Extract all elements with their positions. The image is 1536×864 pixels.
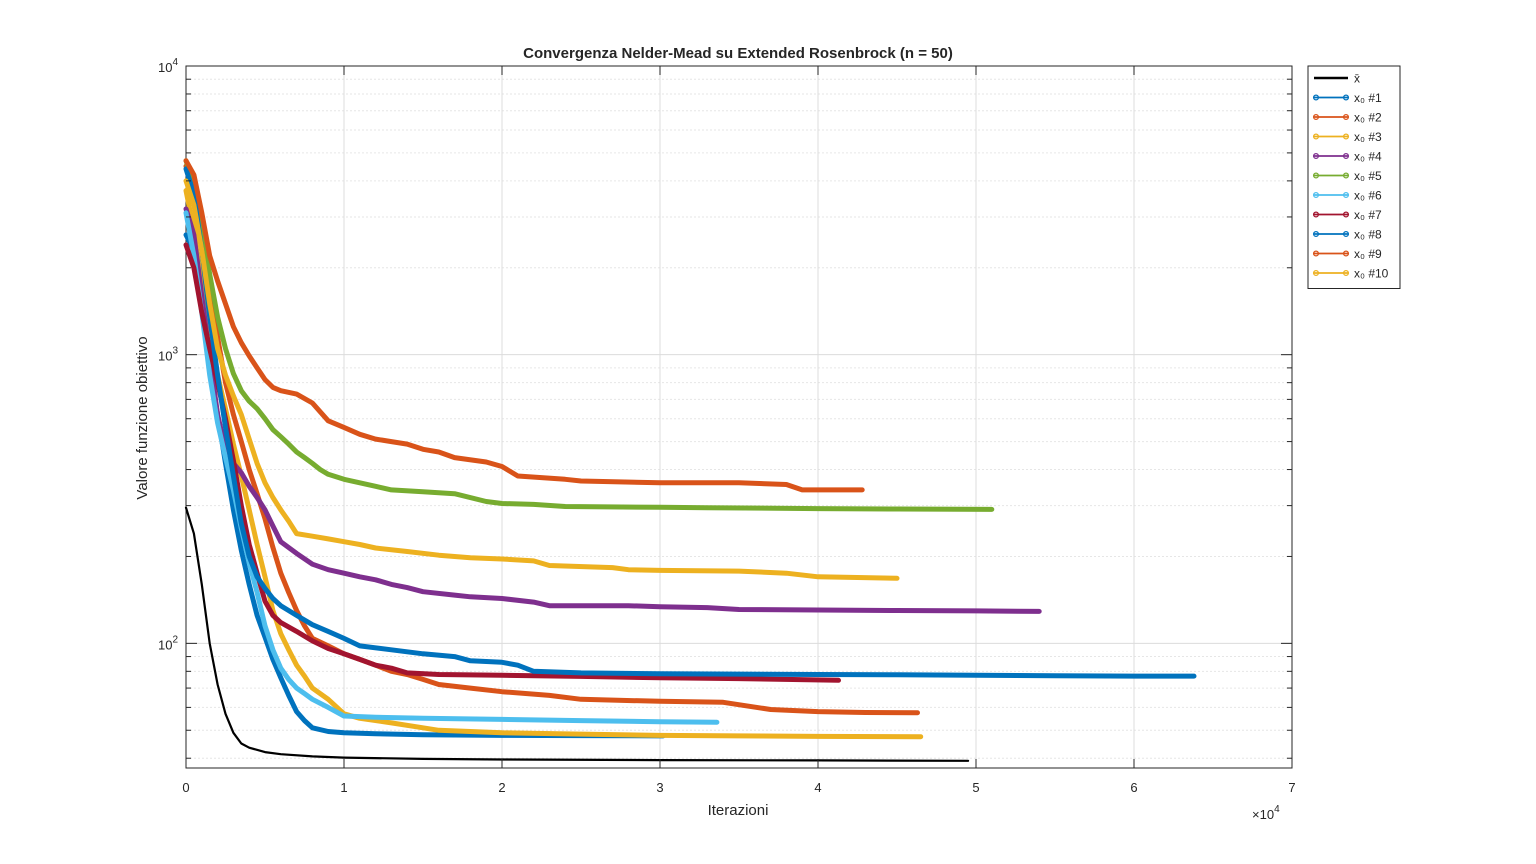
legend-marker: [1342, 172, 1350, 179]
series-line-0: [184, 506, 970, 762]
legend: x̄ x₀ #1 x₀ #2 x₀ #3 x₀ #4 x₀ #5 x₀ #6 x₀ #7 x₀ …: [1307, 65, 1401, 289]
x-tick-label: 1: [340, 780, 347, 795]
chart-title: Convergenza Nelder-Mead su Extended Rose…: [523, 45, 953, 62]
x-exponent-base: ×10: [1252, 807, 1274, 822]
legend-marker: [1312, 230, 1320, 238]
legend-marker: [1342, 191, 1350, 199]
legend-marker: [1312, 250, 1320, 257]
y-tick-label: 104: [158, 57, 178, 75]
svg-text:×104: ×104: [1252, 804, 1280, 822]
y-axis-label: Valore funzione obiettivo: [134, 336, 151, 499]
legend-marker: [1312, 152, 1320, 160]
x-axis-label: Iterazioni: [708, 802, 769, 819]
x-tick-label: 0: [182, 780, 189, 795]
legend-marker: [1342, 250, 1350, 257]
legend-marker: [1312, 113, 1320, 121]
series-line-6: [183, 210, 720, 725]
legend-marker: [1312, 191, 1320, 199]
legend-marker: [1342, 133, 1350, 140]
y-tick-label: 103: [158, 346, 178, 364]
legend-marker: [1342, 152, 1350, 160]
legend-label: x₀ #10: [1354, 267, 1389, 281]
series-line-10: [183, 178, 900, 581]
legend-marker: [1342, 211, 1350, 218]
axes-box: [185, 65, 1293, 769]
legend-marker: [1312, 94, 1320, 101]
x-tick-label: 4: [814, 780, 821, 795]
legend-marker: [1342, 269, 1350, 277]
grid-lines: [185, 65, 1293, 768]
y-tick-label: 102: [158, 634, 178, 652]
legend-marker: [1312, 172, 1320, 179]
legend-label: x₀ #8: [1354, 228, 1382, 242]
legend-marker: [1342, 113, 1350, 121]
x-tick-label: 7: [1288, 780, 1295, 795]
series-line-8: [183, 166, 1197, 679]
legend-label: x₀ #6: [1354, 189, 1382, 203]
legend-label: x₀ #9: [1354, 247, 1382, 261]
legend-box: [1307, 65, 1401, 289]
legend-label: x̄: [1354, 72, 1360, 86]
legend-marker: [1312, 133, 1320, 140]
x-tick-label: 6: [1130, 780, 1137, 795]
legend-marker: [1342, 230, 1350, 238]
legend-marker: [1342, 94, 1350, 101]
legend-label: x₀ #7: [1354, 208, 1382, 222]
legend-label: x₀ #1: [1354, 91, 1382, 105]
x-tick-label: 3: [656, 780, 663, 795]
x-exponent-power: 4: [1274, 804, 1280, 815]
axis-ticks: 0 1 2 3 4 5 6 7 102 103 104: [158, 57, 1296, 795]
x-axis-exponent: ×104: [1252, 804, 1280, 822]
x-tick-label: 5: [972, 780, 979, 795]
legend-label: x₀ #4: [1354, 150, 1382, 164]
legend-label: x₀ #2: [1354, 111, 1382, 125]
series-line-9: [183, 158, 865, 493]
legend-label: x₀ #3: [1354, 130, 1382, 144]
series-line-5: [183, 158, 995, 512]
series-layer: [183, 158, 1197, 762]
legend-marker: [1312, 211, 1320, 218]
legend-label: x₀ #5: [1354, 169, 1382, 183]
x-tick-label: 2: [498, 780, 505, 795]
legend-marker: [1312, 269, 1320, 277]
